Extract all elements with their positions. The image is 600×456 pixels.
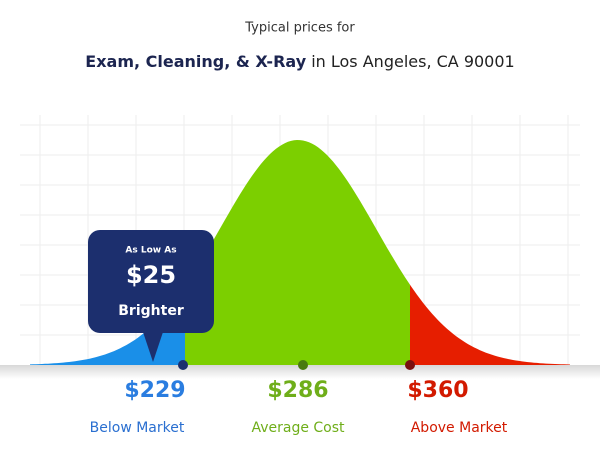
heading: Exam, Cleaning, & X-Ray in Los Angeles, … [85, 52, 514, 71]
badge-caption: As Low As [125, 246, 176, 256]
average-dot [298, 360, 308, 370]
intro: Typical prices for [244, 21, 355, 36]
average-region [185, 140, 410, 365]
above-label: Above Market [411, 420, 508, 436]
average-label: Average Cost [251, 420, 345, 436]
below-label: Below Market [90, 420, 185, 436]
badge-brand: Brighter [118, 303, 184, 319]
below-dot [178, 360, 188, 370]
above-region [410, 284, 570, 365]
badge-pointer [143, 332, 163, 362]
above-price: $360 [407, 378, 468, 403]
badge-price: $25 [126, 261, 176, 289]
service: Exam, Cleaning, & X-Ray [85, 52, 306, 71]
above-dot [405, 360, 415, 370]
badge: As Low As $25 Brighter [88, 230, 214, 362]
location: in Los Angeles, CA 90001 [306, 52, 515, 71]
below-region [30, 286, 185, 365]
average-price: $286 [267, 378, 328, 403]
below-price: $229 [124, 378, 185, 403]
baseline-shadow [0, 365, 600, 379]
badge-box [88, 230, 214, 333]
